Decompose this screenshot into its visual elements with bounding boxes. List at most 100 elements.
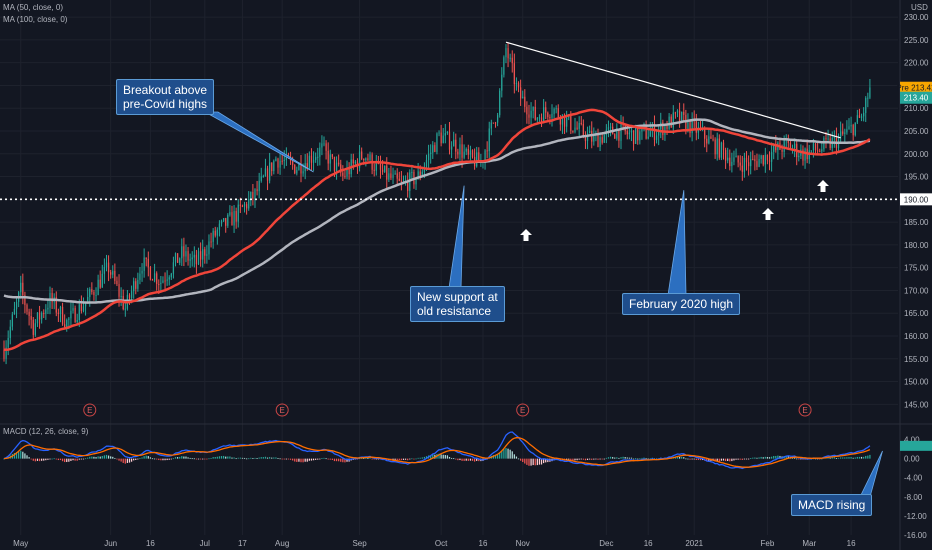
candle-body	[517, 83, 520, 88]
macd-histogram-bar	[635, 458, 637, 459]
macd-histogram-bar	[260, 457, 262, 459]
macd-histogram-bar	[612, 457, 614, 459]
currency-label: USD	[911, 3, 928, 12]
candle-body	[678, 110, 681, 122]
macd-histogram-bar	[296, 458, 298, 462]
time-tick-label: Sep	[352, 539, 367, 548]
macd-histogram-bar	[239, 457, 241, 459]
candle-body	[381, 169, 384, 172]
candle-body	[589, 130, 591, 134]
candle-body	[450, 146, 453, 150]
candle-body	[852, 125, 854, 136]
macd-histogram-bar	[13, 452, 16, 459]
macd-histogram-bar	[764, 456, 766, 459]
time-tick-label: 16	[146, 539, 155, 548]
macd-histogram-bar	[582, 458, 584, 460]
candle-body	[471, 150, 474, 157]
candle-body	[668, 116, 670, 129]
macd-histogram-bar	[392, 458, 394, 461]
candle-body	[24, 295, 26, 305]
macd-histogram-bar	[601, 458, 603, 460]
macd-histogram-bar	[509, 449, 511, 459]
candle-body	[335, 162, 338, 172]
macd-histogram-bar	[235, 458, 237, 460]
macd-histogram-bar	[821, 458, 823, 460]
candle-body	[135, 281, 137, 289]
macd-histogram-bar	[346, 458, 348, 462]
macd-histogram-bar	[593, 458, 595, 460]
macd-histogram-bar	[269, 457, 271, 459]
candle-body	[279, 160, 281, 168]
macd-histogram-bar	[691, 458, 693, 460]
macd-histogram-bar	[760, 456, 762, 459]
macd-histogram-bar	[36, 458, 39, 461]
candle-body	[179, 258, 181, 263]
macd-histogram-bar	[534, 458, 536, 466]
macd-histogram-bar	[126, 458, 129, 463]
candle-body	[97, 279, 99, 295]
macd-histogram-bar	[231, 457, 233, 459]
candle-body	[248, 199, 250, 209]
candle-body	[436, 133, 438, 152]
macd-histogram-bar	[681, 456, 683, 459]
candle-body	[789, 142, 792, 150]
candle-body	[137, 279, 139, 289]
macd-histogram-bar	[237, 457, 239, 459]
macd-histogram-bar	[252, 458, 254, 459]
candle-body	[522, 96, 524, 99]
candle-body	[775, 145, 777, 151]
macd-histogram-bar	[28, 457, 30, 459]
macd-histogram-bar	[718, 458, 720, 462]
macd-histogram-bar	[724, 458, 727, 462]
earnings-label: E	[280, 406, 285, 415]
candle-body	[676, 110, 679, 113]
macd-histogram-bar	[647, 458, 649, 460]
macd-histogram-bar	[835, 458, 838, 459]
macd-histogram-bar	[620, 457, 622, 459]
macd-histogram-bar	[639, 458, 641, 460]
candle-body	[245, 204, 248, 209]
candle-body	[57, 312, 60, 315]
candle-body	[185, 251, 187, 257]
candle-body	[530, 110, 532, 118]
candle-body	[614, 134, 616, 139]
callout-macd-rising: MACD rising	[791, 494, 873, 516]
macd-histogram-bar	[72, 458, 74, 461]
macd-histogram-bar	[754, 457, 756, 459]
macd-histogram-bar	[735, 458, 737, 460]
candle-body	[724, 150, 727, 161]
macd-histogram-bar	[530, 458, 532, 466]
macd-histogram-bar	[64, 458, 66, 463]
candle-body	[312, 159, 315, 163]
candle-body	[82, 306, 85, 312]
macd-histogram-bar	[227, 456, 229, 459]
macd-histogram-bar	[545, 458, 547, 463]
candle-body	[74, 308, 76, 323]
macd-histogram-bar	[714, 458, 716, 462]
macd-histogram-bar	[193, 458, 195, 460]
candle-body	[858, 115, 861, 118]
ma100-line	[3, 118, 871, 304]
candle-body	[118, 284, 120, 297]
candle-body	[392, 174, 394, 179]
candle-body	[89, 289, 91, 298]
macd-histogram-bar	[321, 458, 323, 459]
macd-histogram-bar	[752, 457, 754, 459]
macd-histogram-bar	[250, 457, 252, 459]
earnings-label: E	[520, 406, 525, 415]
macd-histogram-bar	[733, 458, 735, 461]
macd-histogram-bar	[396, 458, 398, 460]
candle-body	[143, 257, 145, 271]
macd-histogram-bar	[444, 455, 446, 459]
macd-histogram-bar	[580, 458, 582, 460]
macd-histogram-bar	[53, 458, 55, 460]
macd-histogram-bar	[793, 457, 796, 459]
candle-body	[237, 204, 239, 222]
price-tick-label: 210.00	[904, 104, 929, 113]
macd-histogram-bar	[283, 458, 285, 460]
macd-histogram-bar	[618, 457, 620, 459]
macd-histogram-bar	[327, 458, 329, 460]
macd-histogram-bar	[570, 458, 572, 461]
candle-body	[26, 304, 28, 312]
